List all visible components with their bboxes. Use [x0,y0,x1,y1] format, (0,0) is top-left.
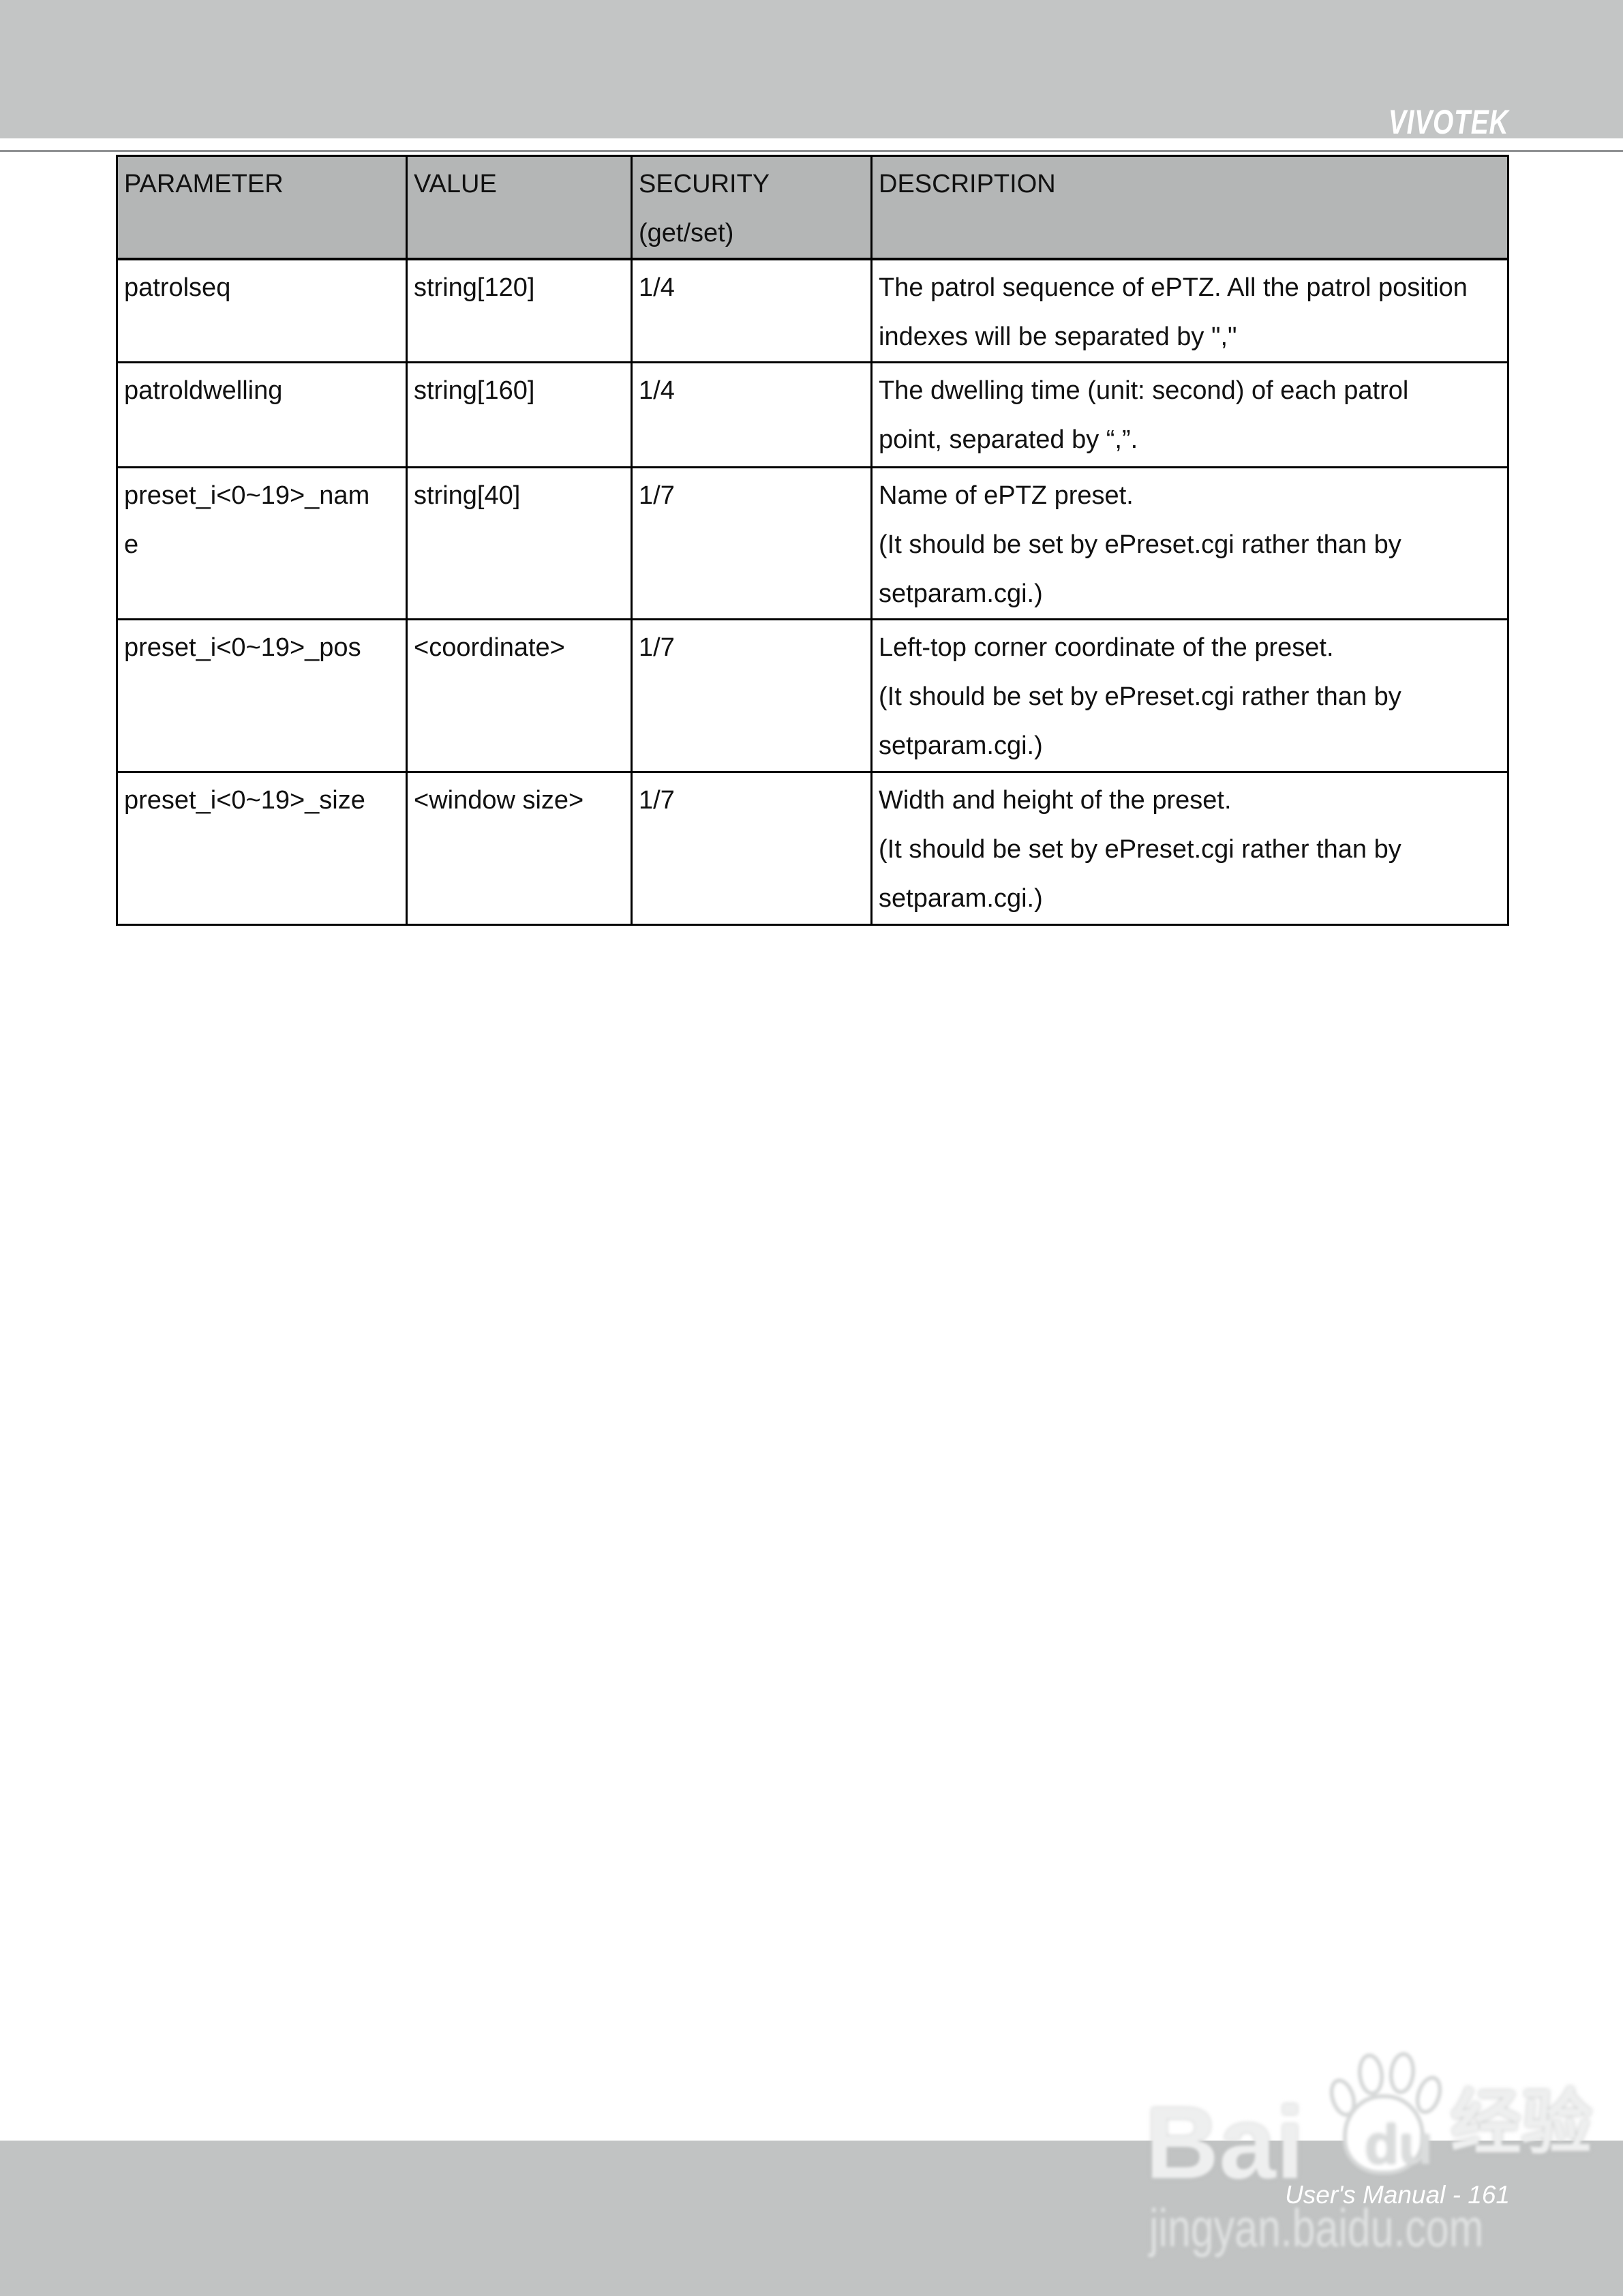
text-line: 1/4 [639,273,675,302]
description-cell: Name of ePTZ preset. (It should be set b… [870,466,1509,620]
baidu-jingyan-cn-text: 经验 [1451,2081,1593,2164]
table-row: preset_i<0~19>_nam e string[40] 1/7 Name… [116,466,1509,620]
value-cell: <window size> [406,771,633,926]
parameter-cell: preset_i<0~19>_pos [116,618,408,773]
description-cell: The patrol sequence of ePTZ. All the pat… [870,258,1509,363]
text-line: 1/7 [639,481,675,510]
text-line: setparam.cgi.) [879,884,1043,913]
text-line: setparam.cgi.) [879,579,1043,608]
description-cell: Width and height of the preset. (It shou… [870,771,1509,926]
value-cell: string[160] [406,361,633,468]
column-header-label: VALUE [414,170,497,198]
column-header-label: SECURITY [639,170,770,198]
table-row: preset_i<0~19>_pos <coordinate> 1/7 Left… [116,618,1509,773]
parameter-cell: preset_i<0~19>_nam e [116,466,408,620]
description-cell: Left-top corner coordinate of the preset… [870,618,1509,773]
security-cell: 1/7 [631,466,873,620]
security-cell: 1/4 [631,258,873,363]
header-band [0,0,1623,138]
column-header-security: SECURITY (get/set) [631,155,873,260]
text-line: The dwelling time (unit: second) of each… [879,376,1409,405]
text-line: <coordinate> [414,633,565,662]
text-line: Name of ePTZ preset. [879,481,1134,510]
column-header-label: DESCRIPTION [879,170,1056,198]
baidu-logo-text: Bai [1145,2085,1305,2200]
parameter-cell: patroldwelling [116,361,408,468]
text-line: 1/4 [639,376,675,405]
text-line: (It should be set by ePreset.cgi rather … [879,530,1401,559]
value-cell: string[120] [406,258,633,363]
text-line: (It should be set by ePreset.cgi rather … [879,682,1401,711]
security-cell: 1/4 [631,361,873,468]
header-divider-line [0,150,1623,152]
text-line: e [124,530,139,559]
text-line: string[160] [414,376,535,405]
text-line: 1/7 [639,633,675,662]
table-row: patrolseq string[120] 1/4 The patrol seq… [116,258,1509,363]
parameter-cell: patrolseq [116,258,408,363]
baidu-watermark: Bai du 经验 jingyan.baidu.com [1145,2051,1595,2277]
jingyan-url-text: jingyan.baidu.com [1149,2198,1484,2258]
column-header-parameter: PARAMETER [116,155,408,260]
column-header-description: DESCRIPTION [870,155,1509,260]
table-row: patroldwelling string[160] 1/4 The dwell… [116,361,1509,468]
text-line: preset_i<0~19>_pos [124,633,361,662]
text-line: Left-top corner coordinate of the preset… [879,633,1334,662]
text-line: <window size> [414,786,584,815]
baidu-logo-du-text: du [1365,2114,1434,2176]
text-line: 1/7 [639,786,675,815]
column-header-sublabel: (get/set) [639,219,734,247]
text-line: setparam.cgi.) [879,731,1043,760]
text-line: indexes will be separated by "," [879,322,1237,351]
vivotek-logo: VIVOTEK [1388,103,1508,141]
column-header-value: VALUE [406,155,633,260]
value-cell: <coordinate> [406,618,633,773]
security-cell: 1/7 [631,618,873,773]
security-cell: 1/7 [631,771,873,926]
table-header-row: PARAMETER VALUE SECURITY (get/set) DESCR… [116,155,1509,260]
parameter-cell: preset_i<0~19>_size [116,771,408,926]
footer-band [0,2141,1623,2296]
text-line: preset_i<0~19>_size [124,786,365,815]
text-line: patroldwelling [124,376,283,405]
text-line: The patrol sequence of ePTZ. All the pat… [879,273,1468,302]
text-line: (It should be set by ePreset.cgi rather … [879,835,1401,864]
parameter-table: PARAMETER VALUE SECURITY (get/set) DESCR… [116,155,1509,926]
baidu-watermark-logo: Bai du 经验 jingyan.baidu.com [1145,2051,1595,2277]
text-line: string[40] [414,481,521,510]
page-footer-label: User's Manual - 161 [1285,2181,1510,2209]
baidu-paw-icon [1324,2051,1447,2181]
text-line: point, separated by “,”. [879,425,1138,454]
value-cell: string[40] [406,466,633,620]
description-cell: The dwelling time (unit: second) of each… [870,361,1509,468]
column-header-label: PARAMETER [124,170,284,198]
text-line: Width and height of the preset. [879,786,1232,815]
text-line: string[120] [414,273,535,302]
text-line: preset_i<0~19>_nam [124,481,370,510]
text-line: patrolseq [124,273,231,302]
table-row: preset_i<0~19>_size <window size> 1/7 Wi… [116,771,1509,926]
